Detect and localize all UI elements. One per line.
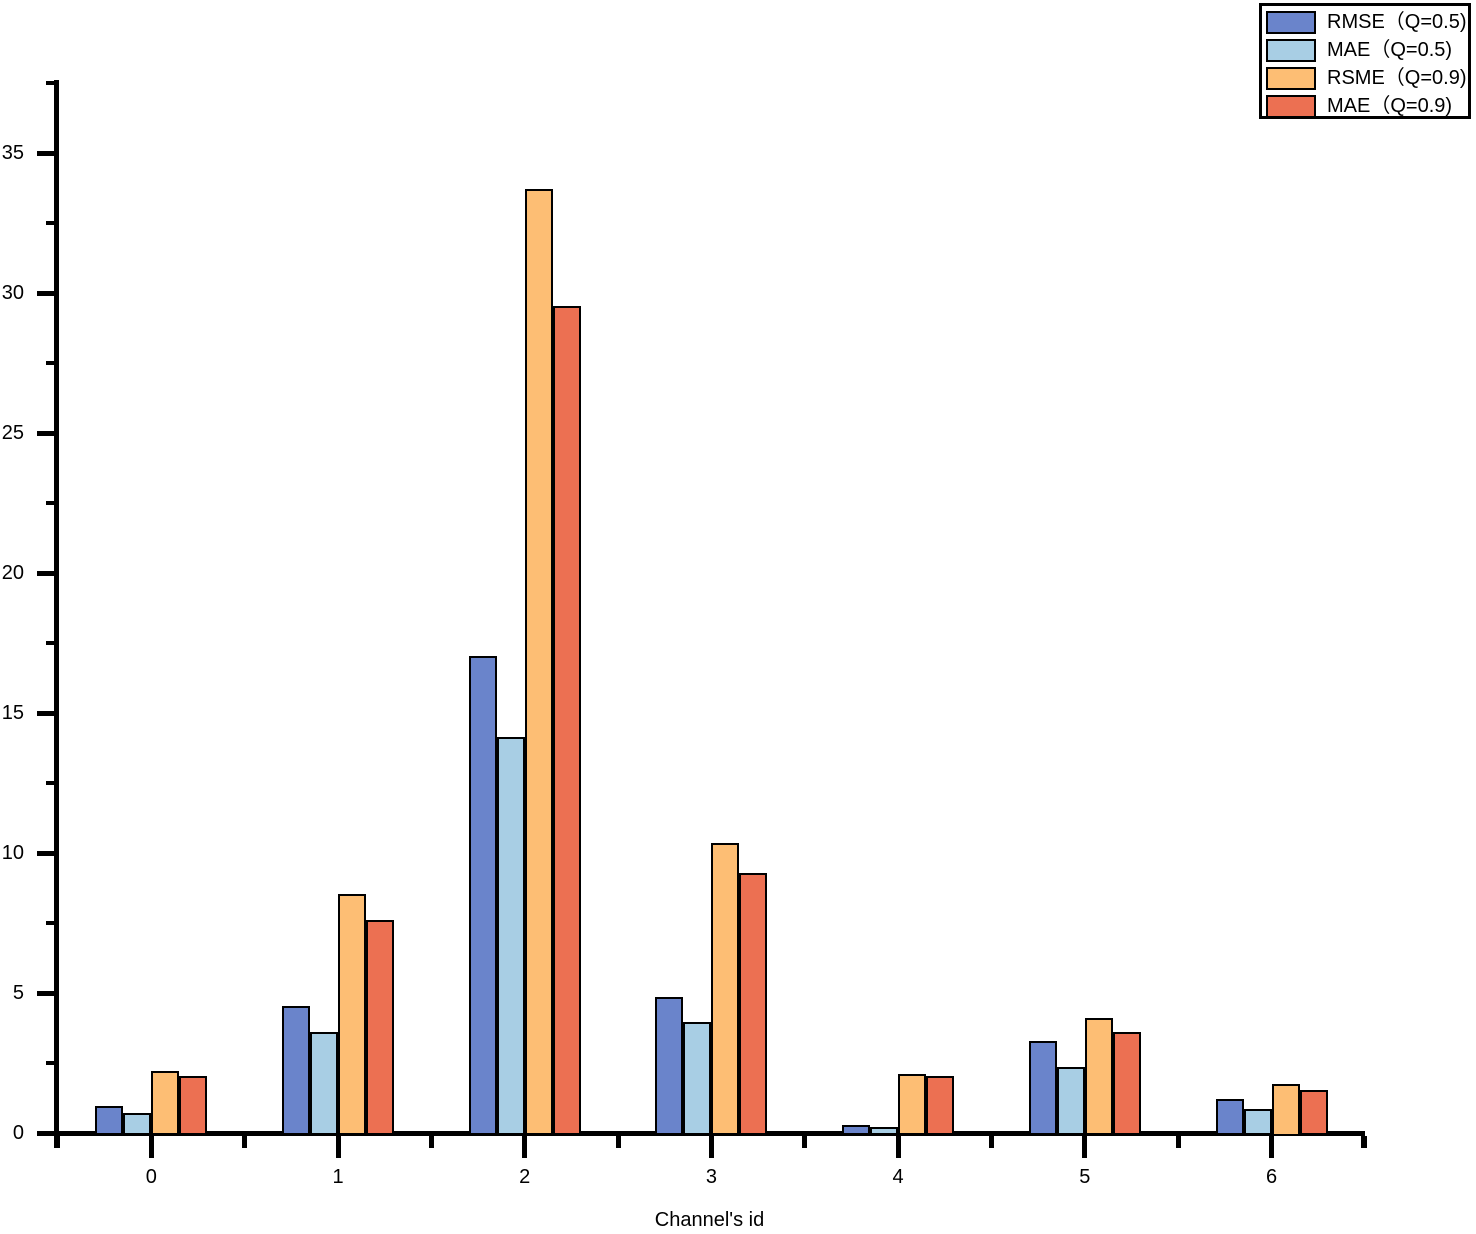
y-axis-minor-tick bbox=[46, 80, 56, 85]
legend-swatch bbox=[1266, 66, 1316, 90]
x-axis-major-tick bbox=[895, 1136, 901, 1158]
bar-s3-c0 bbox=[179, 1075, 208, 1136]
bar-s0-c5 bbox=[1028, 1040, 1057, 1136]
legend-swatch bbox=[1266, 94, 1316, 118]
y-axis-minor-tick bbox=[46, 1060, 56, 1065]
legend-label: RMSE（Q=0.5) bbox=[1327, 11, 1467, 33]
x-axis-title: Channel's id bbox=[654, 1209, 765, 1231]
x-axis-major-tick bbox=[1082, 1136, 1088, 1158]
legend-item: MAE（Q=0.9) bbox=[1266, 92, 1468, 120]
legend-swatch bbox=[1266, 10, 1316, 34]
y-axis-minor-tick bbox=[46, 920, 56, 925]
y-tick-label: 0 bbox=[12, 1122, 24, 1144]
y-axis-major-tick bbox=[37, 1130, 56, 1136]
y-axis-minor-tick bbox=[46, 220, 56, 225]
x-tick-label: 2 bbox=[519, 1166, 531, 1188]
x-tick-label: 4 bbox=[892, 1166, 904, 1188]
x-axis-minor-tick bbox=[615, 1136, 621, 1148]
legend-item: RSME（Q=0.9) bbox=[1266, 64, 1468, 92]
bar-s0-c6 bbox=[1215, 1099, 1244, 1136]
legend-label: MAE（Q=0.9) bbox=[1327, 95, 1453, 117]
x-axis-minor-tick bbox=[53, 1136, 59, 1148]
bar-s3-c2 bbox=[552, 305, 581, 1136]
bar-s2-c3 bbox=[711, 843, 740, 1136]
bar-s1-c6 bbox=[1243, 1109, 1272, 1136]
legend-item: RMSE（Q=0.5) bbox=[1266, 8, 1468, 36]
legend-item: MAE（Q=0.5) bbox=[1266, 36, 1468, 64]
bar-s2-c5 bbox=[1084, 1018, 1113, 1136]
y-axis-major-tick bbox=[37, 570, 56, 576]
bar-s0-c3 bbox=[655, 997, 684, 1136]
y-tick-label: 15 bbox=[1, 702, 24, 724]
x-tick-label: 1 bbox=[332, 1166, 344, 1188]
legend: RMSE（Q=0.5) MAE（Q=0.5) RSME（Q=0.9) MAE（Q=0.… bbox=[1259, 3, 1471, 119]
x-axis-minor-tick bbox=[802, 1136, 808, 1148]
x-tick-label: 6 bbox=[1265, 1166, 1278, 1188]
bar-s1-c3 bbox=[683, 1022, 712, 1136]
x-axis-major-tick bbox=[522, 1136, 528, 1158]
x-axis-minor-tick bbox=[428, 1136, 434, 1148]
bar-s2-c1 bbox=[338, 893, 366, 1136]
x-axis-major-tick bbox=[335, 1136, 341, 1158]
bar-s2-c2 bbox=[524, 189, 553, 1136]
bar-s1-c0 bbox=[123, 1112, 152, 1136]
bar-s2-c4 bbox=[898, 1074, 927, 1136]
x-tick-label: 5 bbox=[1079, 1166, 1091, 1188]
x-tick-label: 3 bbox=[705, 1166, 717, 1188]
bar-s1-c4 bbox=[870, 1126, 899, 1136]
x-axis-minor-tick bbox=[242, 1136, 248, 1148]
y-axis-major-tick bbox=[37, 710, 56, 716]
bar-s3-c1 bbox=[366, 920, 394, 1136]
y-tick-label: 35 bbox=[1, 142, 24, 164]
y-axis-minor-tick bbox=[46, 360, 56, 365]
y-tick-label: 20 bbox=[1, 562, 24, 584]
bar-s3-c6 bbox=[1299, 1089, 1328, 1136]
x-axis-major-tick bbox=[708, 1136, 714, 1158]
y-axis-major-tick bbox=[37, 290, 56, 296]
legend-swatch bbox=[1266, 38, 1316, 62]
y-axis-minor-tick bbox=[46, 500, 56, 505]
bar-s3-c3 bbox=[739, 872, 768, 1136]
bar-s3-c5 bbox=[1112, 1032, 1141, 1136]
x-axis-minor-tick bbox=[1360, 1136, 1366, 1148]
bar-s1-c1 bbox=[310, 1032, 338, 1136]
y-axis-major-tick bbox=[37, 430, 56, 436]
y-axis-major-tick bbox=[37, 990, 56, 996]
y-tick-label: 5 bbox=[12, 982, 24, 1004]
legend-label: RSME（Q=0.9) bbox=[1327, 67, 1467, 89]
y-axis-minor-tick bbox=[46, 780, 56, 785]
x-axis-minor-tick bbox=[1175, 1136, 1181, 1148]
y-axis-spine bbox=[54, 80, 59, 1147]
bar-s0-c0 bbox=[95, 1106, 124, 1136]
legend-label: MAE（Q=0.5) bbox=[1327, 39, 1453, 61]
x-axis-minor-tick bbox=[988, 1136, 994, 1148]
y-tick-label: 30 bbox=[1, 282, 24, 304]
y-axis-major-tick bbox=[37, 850, 56, 856]
y-axis-minor-tick bbox=[46, 640, 56, 645]
y-tick-label: 25 bbox=[1, 422, 24, 444]
bar-s1-c2 bbox=[496, 736, 525, 1136]
x-axis-major-tick bbox=[148, 1136, 154, 1158]
bar-s0-c1 bbox=[282, 1005, 310, 1136]
bar-s1-c5 bbox=[1056, 1067, 1085, 1136]
bar-s2-c0 bbox=[151, 1070, 180, 1136]
bar-s2-c6 bbox=[1271, 1084, 1300, 1136]
bar-s0-c4 bbox=[842, 1124, 871, 1136]
x-tick-label: 0 bbox=[145, 1166, 157, 1188]
y-axis-major-tick bbox=[37, 150, 56, 156]
x-axis-major-tick bbox=[1269, 1136, 1274, 1158]
y-tick-label: 10 bbox=[1, 842, 24, 864]
bar-s0-c2 bbox=[468, 655, 497, 1136]
bar-s3-c4 bbox=[926, 1075, 955, 1136]
